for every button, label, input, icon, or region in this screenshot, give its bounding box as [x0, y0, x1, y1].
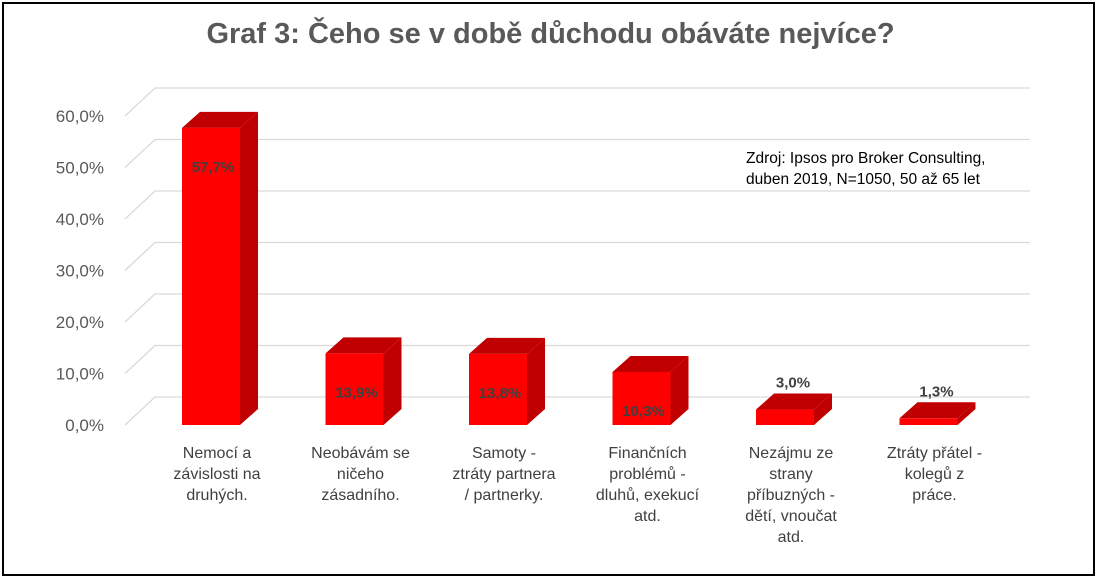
x-category-label: Ztráty přátel - kolegů z práce.: [866, 443, 1004, 506]
x-category-label: Nezájmu ze strany příbuzných - dětí, vnouča…: [722, 443, 860, 548]
x-category-label-line: atd.: [777, 529, 805, 546]
gridline-3: [124, 241, 1030, 271]
bar-side: [670, 355, 689, 425]
x-category-label-line: dluhů, exekucí: [595, 487, 700, 504]
gridline-2: [124, 293, 1030, 323]
gridline-6: [124, 87, 1030, 117]
x-category-label-line: příbuzných -: [746, 487, 836, 504]
y-tick-label: 40,0%: [56, 210, 104, 229]
bar-1: [182, 111, 258, 425]
bar-front: [469, 353, 527, 425]
gridline-0: [124, 396, 1030, 426]
bar-side: [383, 337, 402, 425]
x-category-label-line: atd.: [634, 508, 661, 525]
gridline-5: [124, 138, 1030, 168]
bar-front: [612, 371, 671, 425]
x-category-label: Samoty - ztráty partnera / partnerky.: [435, 443, 573, 506]
bar-front: [899, 418, 958, 425]
source-line-2: duben 2019, N=1050, 50 až 65 let: [746, 171, 980, 188]
y-tick-label: 20,0%: [56, 313, 104, 332]
x-category-label-line: ničeho: [336, 466, 385, 483]
x-category-label-line: Neobávám se: [311, 445, 410, 462]
y-tick-label: 60,0%: [56, 107, 104, 126]
data-label: 3,0%: [776, 375, 810, 392]
y-tick-label: 30,0%: [56, 262, 104, 281]
data-label: 13,8%: [479, 385, 522, 402]
source-line-1: Zdroj: Ipsos pro Broker Consulting,: [746, 150, 986, 167]
bar-4: [612, 355, 689, 425]
x-category-label-line: ztráty partnera: [452, 466, 556, 483]
x-category-label-line: kolegů z: [904, 466, 965, 483]
x-category-label-line: Nezájmu ze: [748, 445, 834, 462]
x-category-label-line: práce.: [912, 487, 957, 504]
x-category-label-line: strany: [769, 466, 813, 483]
x-category-label-line: Nemocí a: [182, 445, 252, 462]
x-category-label-line: zásadního.: [321, 487, 400, 504]
x-category-label: Nemocí a závislosti na druhých.: [148, 443, 286, 506]
bar-top: [182, 111, 258, 128]
bar-6: [899, 402, 976, 425]
bar-side: [240, 111, 258, 425]
bar-top: [899, 402, 976, 419]
data-label: 13,9%: [335, 384, 378, 401]
x-category-label-line: / partnerky.: [464, 487, 544, 504]
bar-top: [325, 337, 402, 354]
y-tick-label: 10,0%: [56, 365, 104, 384]
x-category-label-line: závislosti na: [173, 466, 261, 483]
chart-title: Graf 3: Čeho se v době důchodu obáváte n…: [206, 18, 895, 50]
x-category-label-line: Ztráty přátel -: [886, 445, 983, 462]
x-category-label-line: dětí, vnoučat: [745, 508, 837, 525]
source-annotation: Zdroj: Ipsos pro Broker Consulting, dube…: [746, 148, 1066, 190]
bar-side: [527, 337, 545, 425]
y-tick-label: 50,0%: [56, 159, 104, 178]
x-category-label-line: Finančních: [608, 445, 687, 462]
x-category-label: Finančních problémů - dluhů, exekucí atd.: [579, 443, 717, 527]
gridline-4: [124, 190, 1030, 220]
data-label: 10,3%: [622, 403, 665, 420]
bar-side: [814, 393, 832, 425]
x-category-label-line: Samoty -: [471, 445, 536, 462]
bar-top: [469, 337, 545, 354]
data-label: 1,3%: [919, 383, 953, 400]
x-category-label-line: problémů -: [609, 466, 686, 483]
y-tick-label: 0,0%: [65, 416, 104, 435]
bar-5: [756, 393, 832, 425]
bar-top: [756, 393, 832, 410]
bar-front: [325, 353, 384, 425]
bar-2: [325, 337, 402, 425]
bar-front: [756, 409, 814, 425]
data-label: 57,7%: [192, 159, 235, 176]
bar-side: [957, 402, 976, 425]
x-category-label: Neobávám se ničeho zásadního.: [292, 443, 430, 506]
bar-front: [182, 127, 240, 425]
gridline-1: [124, 344, 1030, 374]
x-category-label-line: druhých.: [186, 487, 248, 504]
bar-3: [469, 337, 545, 425]
bar-top: [612, 355, 689, 372]
